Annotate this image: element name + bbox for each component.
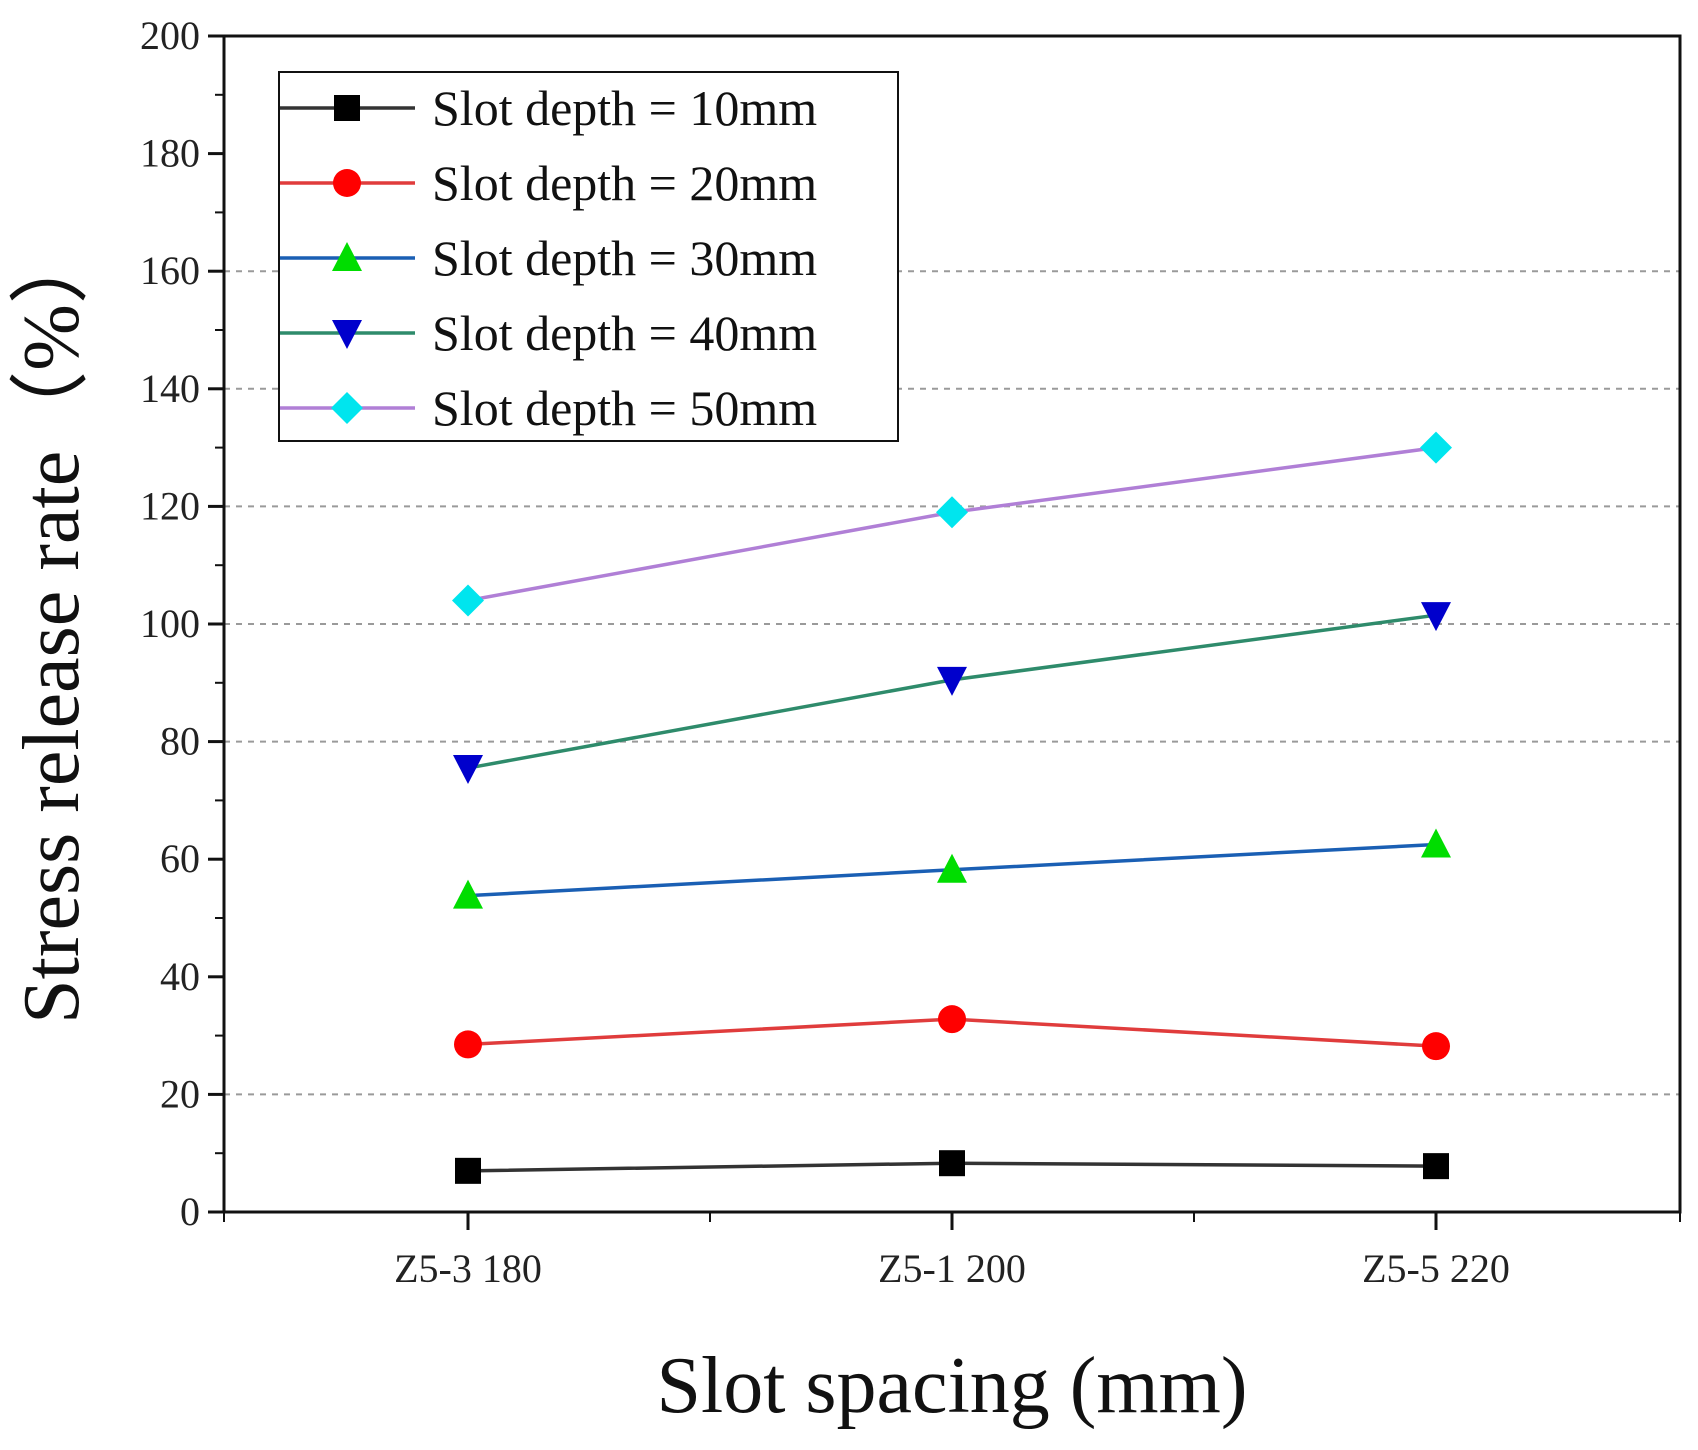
legend-marker [333,169,361,197]
data-point [938,1005,966,1034]
data-point [454,1030,482,1059]
y-axis-title: Stress release rate（%） [8,224,96,1024]
data-point [939,1150,965,1177]
series-1 [455,1150,1449,1184]
data-point [453,755,483,785]
legend-marker [332,242,362,271]
legend-entry: Slot depth = 30mm [280,230,817,286]
data-point [937,853,967,883]
data-point [1421,602,1451,632]
legend-label: Slot depth = 20mm [432,155,817,211]
y-tick-label: 0 [180,1189,200,1234]
legend-entry: Slot depth = 50mm [280,380,817,436]
axes: 0 20 40 60 80 100 120 140 160 180 200 Z5-3 180 Z5-1 … [140,13,1681,1291]
legend-marker [331,392,363,424]
y-tick-label: 20 [160,1071,200,1116]
data-point [455,1157,481,1184]
legend-marker [334,95,360,121]
legend-label: Slot depth = 40mm [432,305,817,361]
y-tick-label: 80 [160,719,200,764]
y-tick-label: 160 [140,248,200,293]
legend-entry: Slot depth = 40mm [280,305,817,361]
data-point [452,584,484,617]
y-tick-label: 180 [140,131,200,176]
series-3 [453,828,1451,909]
data-point [453,879,483,909]
x-tick-label: Z5-3 180 [394,1246,542,1291]
series-layer [452,431,1452,1184]
y-tick-label: 200 [140,13,200,58]
legend-label: Slot depth = 50mm [432,380,817,436]
legend-entry: Slot depth = 10mm [280,80,817,136]
y-tick-label: 100 [140,601,200,646]
data-point [936,496,968,529]
data-point [937,666,967,696]
data-point [1421,828,1451,858]
y-tick-label: 120 [140,483,200,528]
legend-label: Slot depth = 10mm [432,80,817,136]
x-tick-label: Z5-5 220 [1362,1246,1510,1291]
y-tick-label: 40 [160,954,200,999]
series-5 [452,431,1452,617]
x-tick-label: Z5-1 200 [878,1246,1026,1291]
series-4 [453,602,1451,785]
data-point [1423,1153,1449,1180]
legend-marker [332,320,362,349]
x-axis-title: Slot spacing (mm) [656,1342,1247,1430]
legend-label: Slot depth = 30mm [432,230,817,286]
legend: Slot depth = 10mm Slot depth = 20mm Slot d… [278,71,899,442]
data-point [1422,1032,1450,1061]
y-tick-label: 140 [140,366,200,411]
data-point [1420,431,1452,464]
legend-entry: Slot depth = 20mm [280,155,817,211]
series-2 [454,1005,1450,1061]
y-tick-label: 60 [160,836,200,881]
